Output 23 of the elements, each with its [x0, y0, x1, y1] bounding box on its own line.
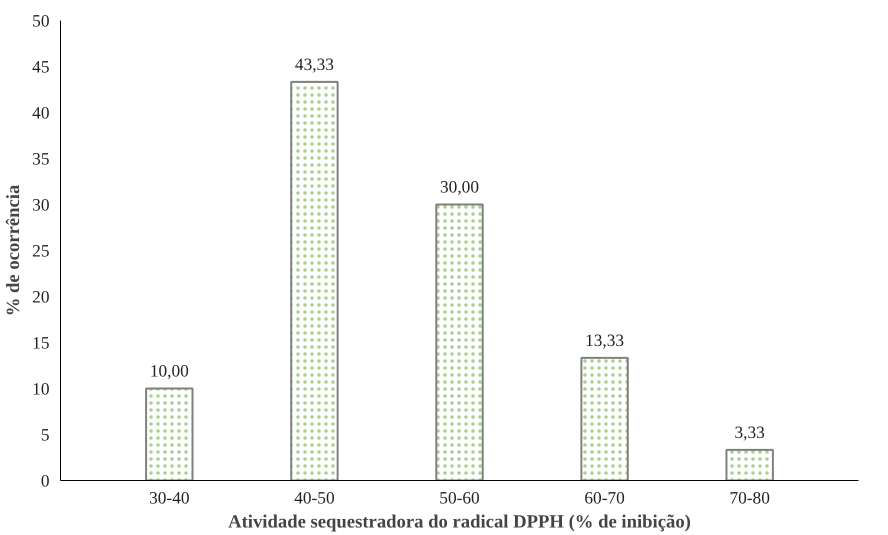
x-axis-title: Atividade sequestradora do radical DPPH (% de inibição): [228, 512, 691, 532]
y-tick-label: 15: [32, 334, 50, 352]
y-tick-label: 25: [32, 242, 50, 260]
data-label: 43,33: [294, 54, 334, 74]
y-tick-label: 30: [32, 196, 50, 214]
x-tick-label: 60-70: [584, 488, 625, 508]
y-axis-title: % de ocorrência: [3, 184, 24, 316]
x-tick-label: 40-50: [294, 488, 335, 508]
y-tick-label: 40: [32, 104, 50, 122]
data-label: 13,33: [585, 330, 624, 350]
y-tick-label: 45: [32, 58, 50, 76]
x-tick-label: 50-60: [439, 488, 480, 508]
y-tick-label: 5: [40, 426, 50, 444]
y-tick-label: 10: [32, 380, 50, 398]
y-tick-label: 20: [32, 288, 50, 306]
data-label: 30,00: [440, 178, 480, 196]
y-tick-label: 35: [32, 150, 50, 168]
y-tick-label: 0: [40, 472, 50, 490]
x-tick-label: 30-40: [149, 488, 190, 508]
data-label: 3,33: [734, 422, 765, 442]
y-tick-label: 50: [32, 12, 50, 30]
x-tick-label: 70-80: [729, 488, 770, 508]
data-label: 10,00: [150, 362, 189, 380]
